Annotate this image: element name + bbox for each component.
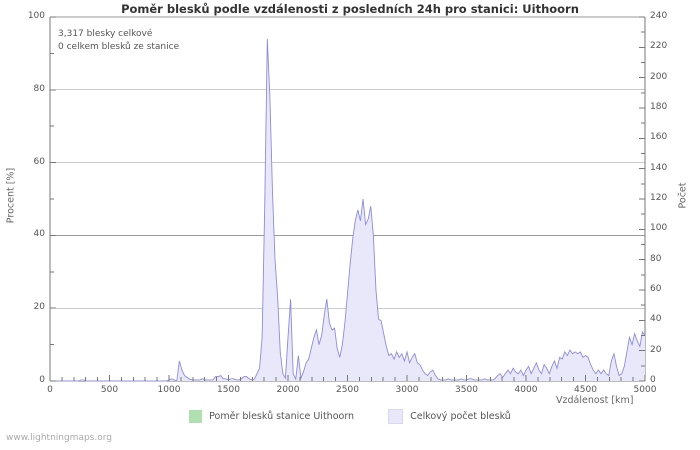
y-tick-label-right: 0: [650, 375, 656, 385]
y-tick-label-left: 0: [39, 375, 45, 385]
y-tick-label-right: 140: [650, 162, 668, 173]
legend-label-ratio: Poměr blesků stanice Uithoorn: [209, 411, 355, 422]
y-tick-label-right: 80: [650, 253, 662, 264]
y-tick-label-right: 220: [650, 41, 668, 52]
x-tick-label: 2000: [276, 385, 300, 395]
y-tick-label-right: 40: [650, 314, 662, 325]
legend-swatch-ratio: [189, 410, 203, 423]
y-axis-left-label: Procent [%]: [5, 167, 17, 224]
legend-item-ratio: Poměr blesků stanice Uithoorn: [189, 410, 354, 423]
y-tick-label-right: 240: [650, 11, 668, 21]
chart-title: Poměr blesků podle vzdálenosti z posledn…: [121, 2, 579, 16]
annotation-station-strokes: 0 celkem blesků ze stanice: [58, 42, 180, 52]
y-tick-label-right: 180: [650, 102, 668, 112]
y-tick-label-right: 200: [650, 71, 668, 82]
legend-swatch-total: [388, 409, 404, 424]
x-tick-label: 500: [100, 385, 119, 395]
y-tick-label-left: 20: [33, 302, 45, 313]
x-tick-label: 5000: [633, 385, 657, 395]
y-tick-label-left: 40: [33, 229, 45, 240]
y-tick-label-left: 100: [27, 11, 45, 21]
footer-url: www.lightningmaps.org: [6, 433, 112, 443]
y-tick-label-right: 100: [650, 223, 668, 234]
x-tick-label: 3500: [455, 385, 478, 395]
y-tick-label-right: 120: [650, 193, 668, 203]
x-tick-label: 4000: [514, 385, 538, 395]
x-axis-label: Vzdálenost [km]: [556, 395, 634, 406]
x-tick-label: 1500: [217, 385, 240, 395]
chart-legend: Poměr blesků stanice Uithoorn Celkový po…: [0, 409, 700, 424]
y-tick-label-right: 60: [650, 284, 662, 294]
x-tick-label: 1000: [157, 385, 181, 395]
y-tick-label-left: 80: [33, 83, 45, 94]
y-tick-label-left: 60: [33, 156, 45, 167]
legend-item-total: Celkový počet blesků: [388, 409, 511, 424]
y-tick-label-right: 160: [650, 132, 668, 143]
x-tick-label: 0: [47, 385, 53, 395]
annotation-total-strokes: 3,317 blesky celkové: [58, 29, 153, 39]
x-tick-label: 2500: [336, 385, 359, 395]
legend-label-total: Celkový počet blesků: [410, 411, 511, 422]
x-tick-label: 3000: [395, 385, 419, 395]
x-tick-label: 4500: [574, 385, 597, 395]
y-tick-label-right: 20: [650, 344, 662, 355]
